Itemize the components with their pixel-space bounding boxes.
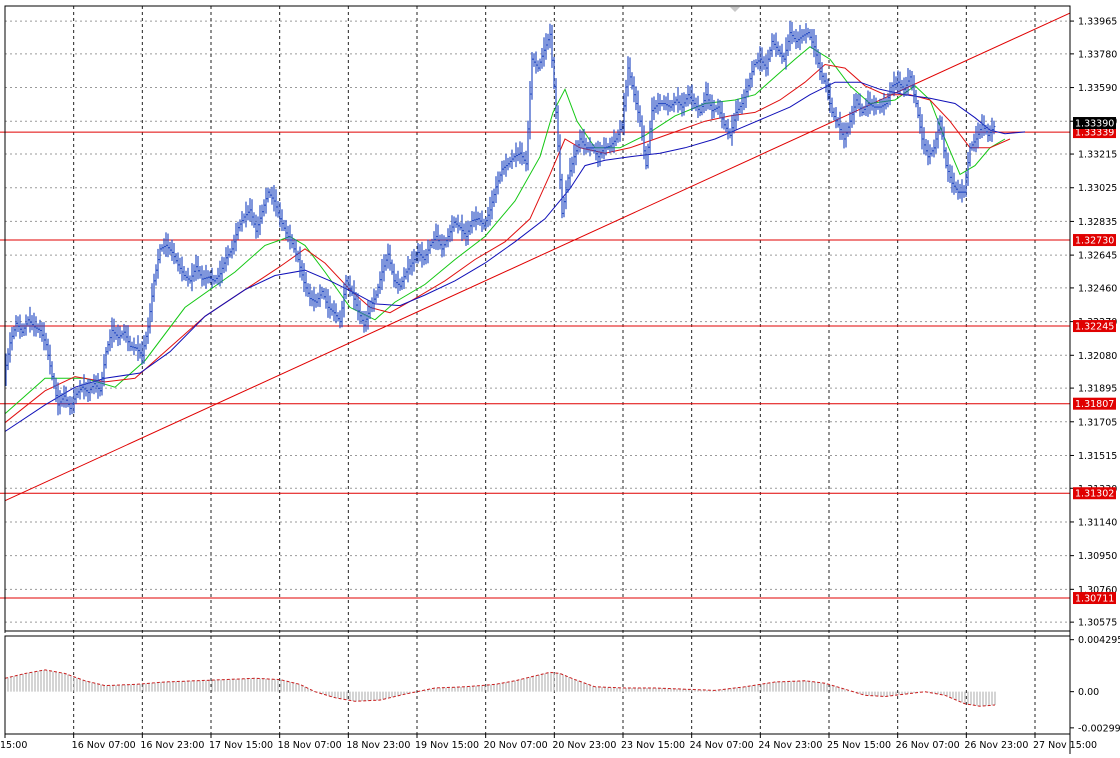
level-label: 1.32730 [1075,236,1114,247]
level-label: 1.30711 [1075,594,1114,605]
oscillator-pane [4,669,996,707]
oscillator-tick-label: 0.004295 [1078,635,1120,646]
moving-average-line-1 [4,46,1006,415]
oscillator-tick-label: 0.00 [1078,687,1099,698]
time-tick-label: 20 Nov 07:00 [484,740,548,751]
time-tick-label: 24 Nov 07:00 [690,740,754,751]
price-tick-label: 1.30950 [1078,551,1117,562]
price-tick-label: 1.33025 [1078,183,1117,194]
level-label-box [1073,234,1116,247]
time-tick-label: 15:00 [0,740,27,751]
oscillator-signal-line [4,669,996,707]
price-tick-label: 1.33780 [1078,49,1117,60]
level-label-box [1073,592,1116,605]
time-tick-label: 26 Nov 07:00 [896,740,960,751]
grid [4,6,1070,734]
price-tick-label: 1.31140 [1078,517,1117,528]
time-tick-label: 23 Nov 15:00 [621,740,685,751]
time-tick-label: 27 Nov 15:00 [1033,740,1097,751]
price-tick-label: 1.32080 [1078,351,1117,362]
current-price-box [1073,117,1116,130]
time-tick-label: 19 Nov 15:00 [415,740,479,751]
level-label: 1.32245 [1075,322,1114,333]
price-tick-label: 1.31895 [1078,384,1117,395]
oscillator-pane-frame [4,635,1071,735]
price-tick-label: 1.30760 [1078,585,1117,596]
time-tick-label: 25 Nov 15:00 [827,740,891,751]
time-tick-label: 20 Nov 23:00 [552,740,616,751]
price-tick-label: 1.33965 [1078,17,1117,28]
time-tick-label: 16 Nov 23:00 [140,740,204,751]
price-tick-label: 1.32835 [1078,217,1117,228]
time-tick-label: 16 Nov 07:00 [72,740,136,751]
price-tick-label: 1.31705 [1078,417,1117,428]
main-pane-frame [4,5,1071,632]
moving-average-line-2 [4,63,1011,424]
axes: 1.339651.337801.335901.334001.332151.330… [0,5,1120,754]
shift-marker-icon [730,7,740,12]
price-tick-label: 1.31515 [1078,451,1117,462]
time-tick-label: 24 Nov 23:00 [758,740,822,751]
price-tick-label: 1.33590 [1078,83,1117,94]
time-tick-label: 26 Nov 23:00 [964,740,1028,751]
time-tick-label: 17 Nov 15:00 [209,740,273,751]
current-price-label: 1.33390 [1075,119,1114,130]
level-label: 1.31302 [1075,489,1114,500]
level-label: 1.33339 [1075,128,1114,139]
level-label-box [1073,397,1116,410]
level-label-box [1073,487,1116,500]
price-tick-label: 1.32460 [1078,283,1117,294]
price-tick-label: 1.30575 [1078,618,1117,629]
price-tick-label: 1.33215 [1078,150,1117,161]
level-label-box [1073,320,1116,333]
price-bars [4,20,996,416]
level-label: 1.31807 [1075,399,1114,410]
oscillator-tick-label: -0.002992 [1078,723,1120,734]
horizontal-levels [0,131,1070,599]
level-label-box [1073,126,1116,139]
price-tick-label: 1.32645 [1078,251,1117,262]
time-tick-label: 18 Nov 07:00 [278,740,342,751]
time-tick-label: 18 Nov 23:00 [346,740,410,751]
